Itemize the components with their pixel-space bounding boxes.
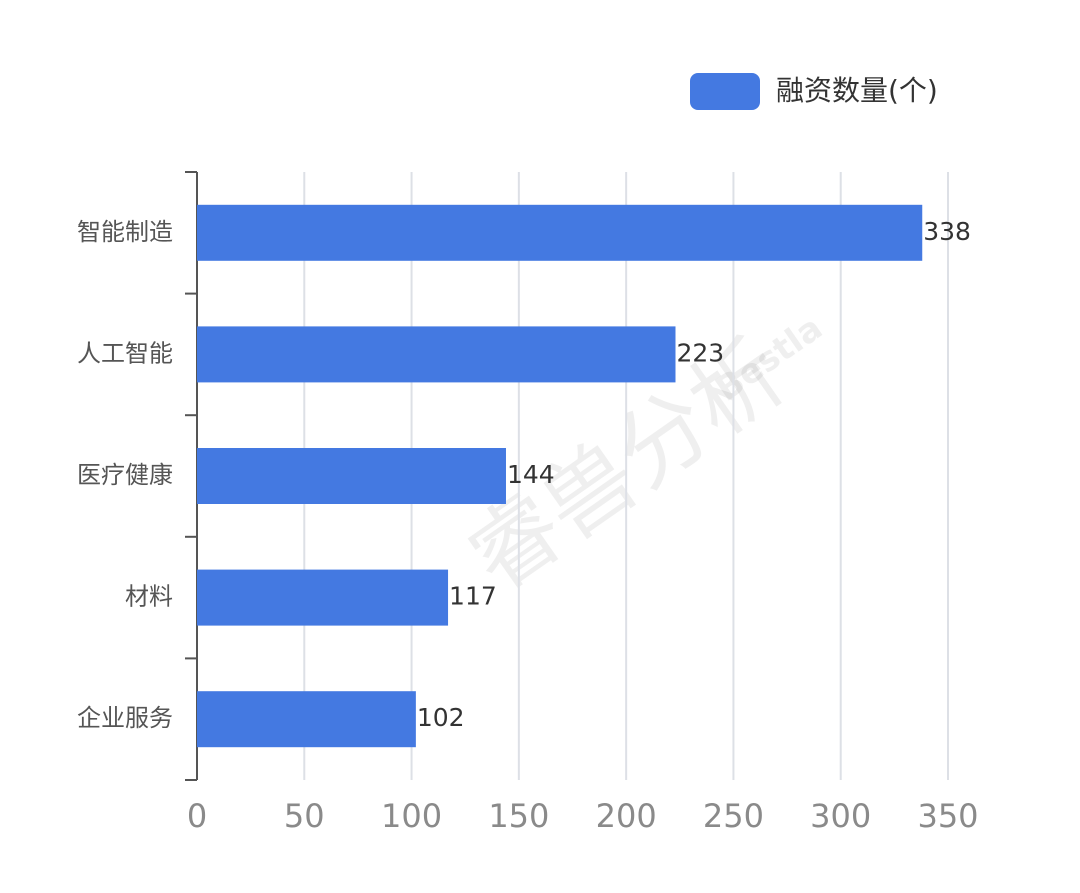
bar <box>197 326 676 383</box>
bar <box>197 204 923 261</box>
value-label: 338 <box>923 217 971 246</box>
y-tick-label: 企业服务 <box>77 704 173 732</box>
value-label: 102 <box>417 703 465 732</box>
y-tick-label: 医疗健康 <box>77 461 173 489</box>
bar <box>197 691 416 748</box>
value-label: 144 <box>507 460 555 489</box>
y-tick-label: 智能制造 <box>77 218 173 246</box>
value-label: 223 <box>676 338 724 367</box>
x-tick-label: 250 <box>703 797 764 835</box>
value-label: 117 <box>449 582 497 611</box>
bar <box>197 569 449 626</box>
legend-label: 融资数量(个) <box>776 74 938 107</box>
bar <box>197 448 506 504</box>
x-tick-label: 350 <box>917 797 978 835</box>
legend-swatch <box>690 73 760 110</box>
y-tick-label: 人工智能 <box>77 339 173 367</box>
x-tick-label: 200 <box>596 797 657 835</box>
x-tick-label: 150 <box>488 797 549 835</box>
y-tick-label: 材料 <box>125 583 173 611</box>
x-tick-label: 50 <box>284 797 325 835</box>
x-tick-label: 100 <box>381 797 442 835</box>
x-tick-label: 0 <box>187 797 207 835</box>
x-tick-label: 300 <box>810 797 871 835</box>
